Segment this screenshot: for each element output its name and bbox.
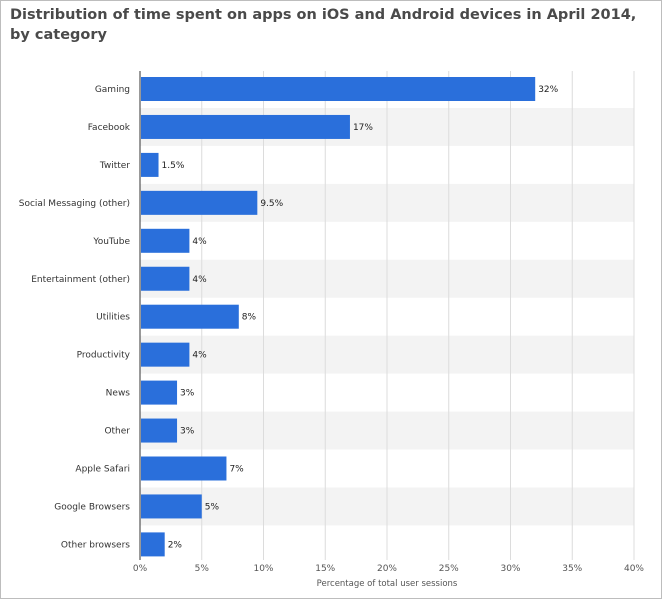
bar (141, 228, 190, 253)
value-label: 4% (192, 275, 207, 285)
value-label: 3% (180, 427, 195, 437)
value-label: 8% (242, 313, 257, 323)
x-tick-label: 5% (195, 564, 210, 574)
category-label: Twitter (99, 161, 130, 171)
x-tick-label: 30% (500, 564, 520, 574)
bar (141, 266, 190, 291)
category-label: Other browsers (61, 540, 130, 550)
bar (141, 114, 350, 139)
bar (141, 152, 159, 177)
value-label: 2% (168, 540, 183, 550)
category-label: Apple Safari (75, 465, 130, 475)
value-label: 1.5% (162, 161, 185, 171)
category-label: Social Messaging (other) (19, 199, 130, 209)
category-label: Utilities (96, 313, 130, 323)
category-label: Gaming (95, 85, 130, 95)
bar (141, 342, 190, 367)
value-label: 7% (229, 465, 244, 475)
category-label: Google Browsers (54, 502, 130, 512)
value-label: 4% (192, 237, 207, 247)
x-tick-label: 20% (377, 564, 397, 574)
bar (141, 456, 227, 481)
x-tick-label: 15% (315, 564, 335, 574)
bar (141, 380, 178, 405)
x-tick-label: 10% (253, 564, 273, 574)
bar (141, 77, 536, 101)
category-label: Facebook (88, 123, 131, 133)
category-label: Other (104, 427, 130, 437)
category-label: Entertainment (other) (31, 275, 130, 285)
x-tick-label: 40% (624, 564, 644, 574)
category-label: YouTube (92, 237, 130, 247)
value-label: 9.5% (260, 199, 283, 209)
category-label: News (106, 389, 131, 399)
chart-title: Distribution of time spent on apps on iO… (10, 7, 637, 43)
value-label: 3% (180, 389, 195, 399)
bar (141, 418, 178, 443)
category-label: Productivity (77, 351, 131, 361)
x-axis-title: Percentage of total user sessions (317, 579, 458, 589)
bar (141, 494, 202, 519)
value-label: 4% (192, 351, 207, 361)
x-tick-label: 25% (439, 564, 459, 574)
value-label: 32% (538, 85, 558, 95)
bar (141, 304, 239, 329)
x-tick-label: 35% (562, 564, 582, 574)
bar (141, 190, 258, 215)
x-tick-label: 0% (133, 564, 148, 574)
bar (141, 532, 165, 557)
value-label: 17% (353, 123, 373, 133)
value-label: 5% (205, 502, 220, 512)
